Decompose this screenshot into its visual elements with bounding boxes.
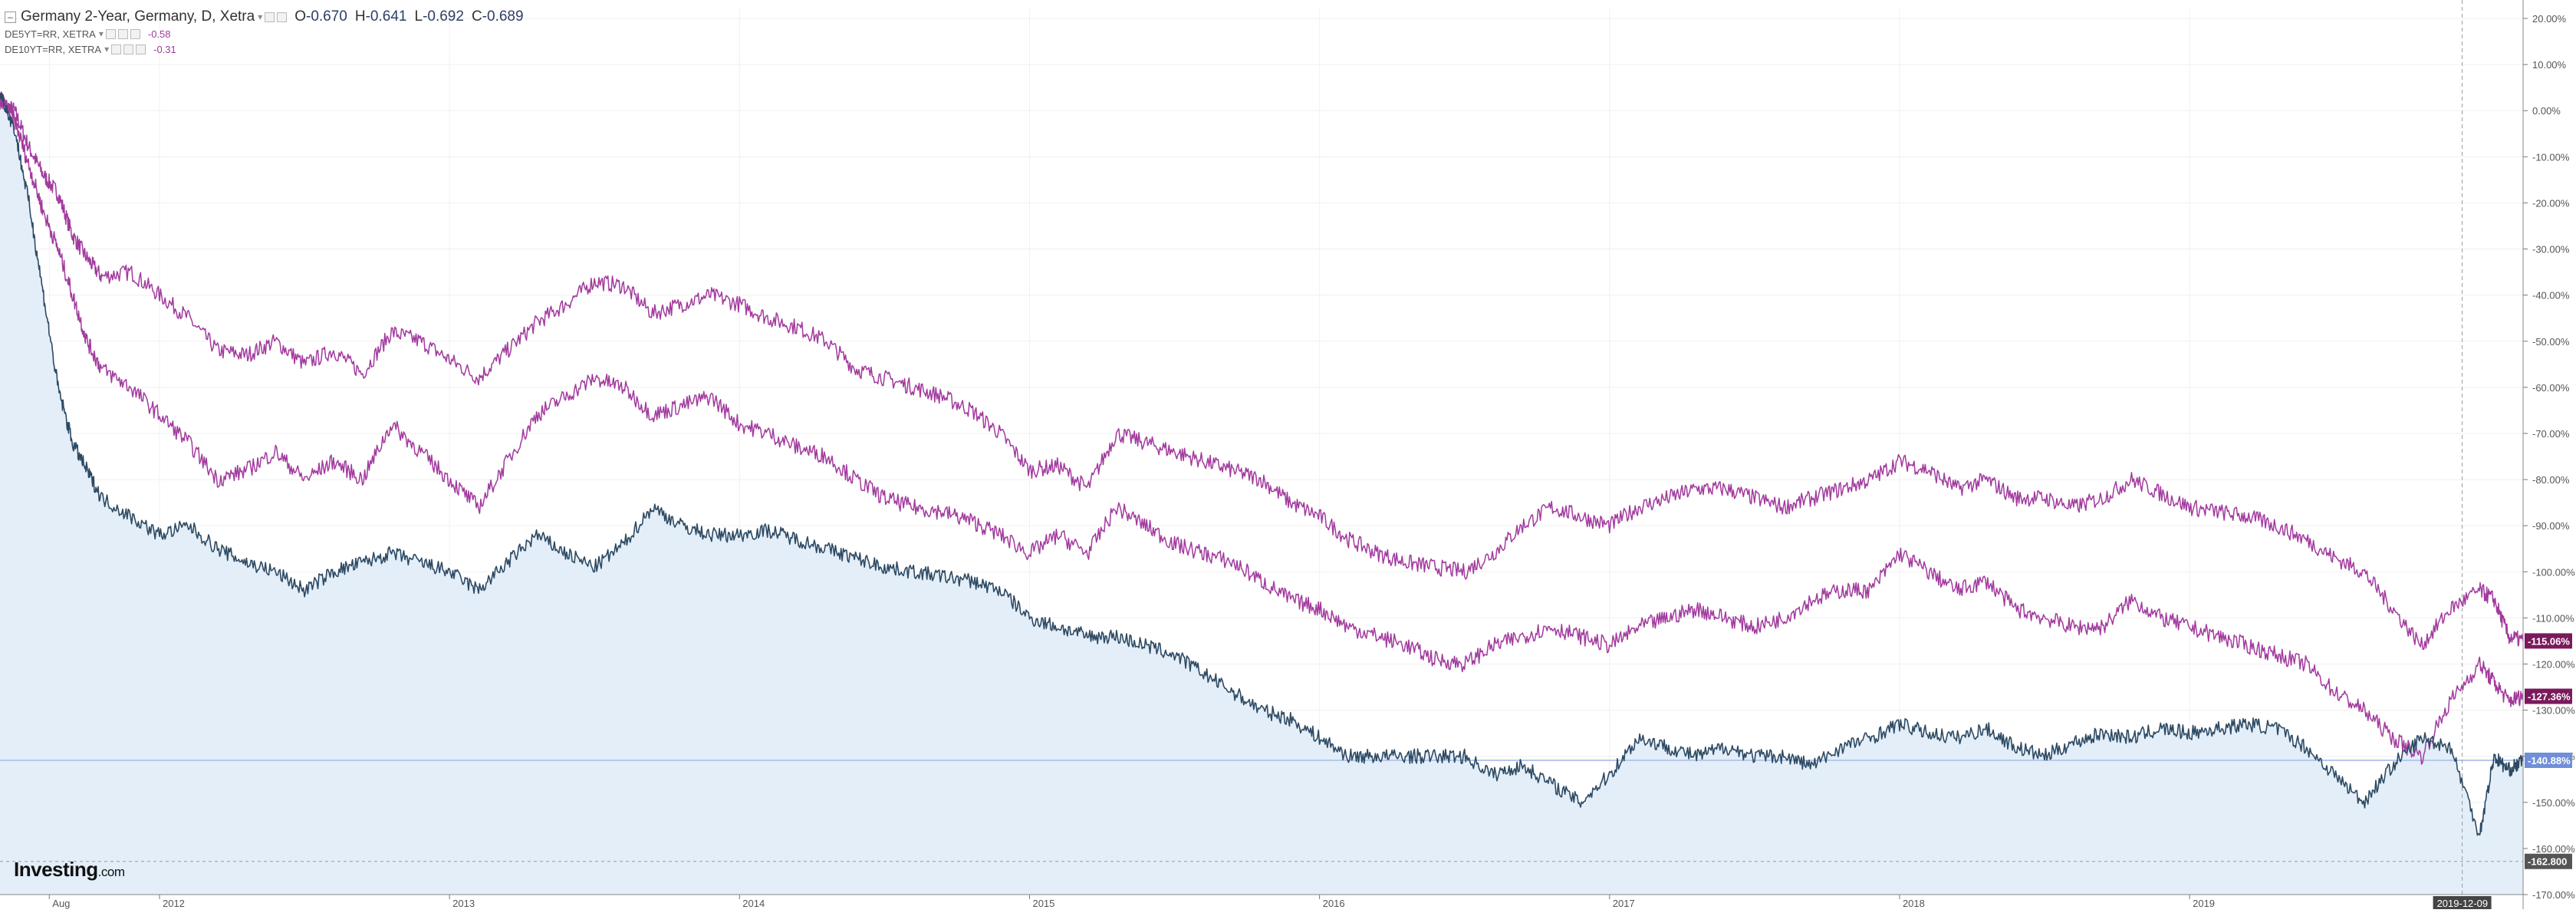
logo-suffix: .com (97, 865, 125, 879)
overlay-name[interactable]: DE5YT=RR, XETRA (5, 28, 96, 40)
chevron-down-icon[interactable]: ▾ (258, 12, 263, 22)
hide-box-icon[interactable] (123, 44, 134, 54)
y-tick-label: -10.00% (2532, 151, 2570, 163)
crosshair-date-tag: 2019-12-09 (2437, 898, 2489, 909)
y-tick-label: -30.00% (2532, 244, 2570, 255)
low-level-tag: -162.800 (2528, 856, 2567, 868)
ohlc-high-label: H (354, 8, 366, 25)
ohlc-open-label: O (294, 8, 306, 25)
x-tick-label: 2016 (1323, 898, 1345, 909)
x-tick-label: 2015 (1032, 898, 1054, 909)
ohlc-close-label: C (471, 8, 482, 25)
chevron-down-icon[interactable]: ▾ (98, 28, 104, 39)
current-level-tag: -140.88% (2528, 755, 2571, 766)
overlay-name[interactable]: DE10YT=RR, XETRA (5, 43, 102, 55)
ohlc-close-value: -0.689 (482, 8, 524, 25)
x-tick-label: 2012 (163, 898, 185, 909)
y-tick-label: -130.00% (2532, 705, 2575, 717)
ohlc-open-value: -0.670 (306, 8, 347, 25)
x-tick-label: 2013 (452, 898, 475, 909)
x-tick-label: 2017 (1613, 898, 1635, 909)
y-tick-label: -110.00% (2532, 612, 2574, 624)
x-tick-label: 2019 (2193, 898, 2215, 909)
chart-legend: – Germany 2-Year, Germany, D, Xetra ▾ O … (5, 8, 524, 57)
y-tick-label: -60.00% (2532, 382, 2570, 394)
remove-box-icon[interactable] (130, 28, 140, 39)
y-tick-label: -20.00% (2532, 197, 2570, 209)
series-layer (0, 91, 2524, 836)
logo-brand: Investing (14, 858, 98, 881)
series-end-tag: -115.06% (2528, 635, 2570, 647)
y-tick-label: 0.00% (2532, 105, 2561, 117)
y-tick-label: -70.00% (2532, 428, 2570, 440)
investing-logo: Investing.com (14, 858, 125, 882)
series-line (0, 92, 2524, 836)
y-tick-label: -40.00% (2532, 290, 2570, 302)
hide-box-icon[interactable] (277, 12, 288, 22)
series-area-fill (0, 93, 2523, 895)
crosshair-date-bg (2433, 896, 2492, 910)
y-tick-label: -170.00% (2532, 889, 2575, 901)
ohlc-low-value: -0.692 (423, 8, 464, 25)
legend-main-row: – Germany 2-Year, Germany, D, Xetra ▾ O … (5, 8, 524, 26)
x-tick-label: Aug (52, 898, 70, 909)
series-end-tag-bg (2525, 688, 2572, 704)
settings-box-icon[interactable] (265, 12, 275, 22)
y-tick-label: -120.00% (2532, 658, 2575, 670)
series-end-tag-bg (2525, 633, 2572, 649)
ohlc-high-value: -0.641 (365, 8, 407, 25)
collapse-icon[interactable]: – (5, 11, 16, 23)
y-tick-label: 20.00% (2532, 13, 2567, 25)
overlay-value: -0.31 (153, 43, 176, 55)
y-tick-label: -90.00% (2532, 520, 2570, 532)
area-layer (0, 93, 2523, 895)
y-tick-label: -160.00% (2532, 843, 2575, 855)
settings-box-icon[interactable] (111, 44, 122, 54)
price-tags: -115.06% -127.36% -140.88% -162.800 2019-12-… (2433, 633, 2572, 910)
series-end-tag: -127.36% (2528, 691, 2571, 703)
overlay-value: -0.58 (147, 28, 171, 40)
y-tick-label: -80.00% (2532, 474, 2570, 486)
series-line (0, 94, 2524, 651)
chevron-down-icon[interactable]: ▾ (104, 44, 110, 54)
low-level-tag-bg (2525, 853, 2572, 869)
y-tick-label: -50.00% (2532, 336, 2570, 348)
y-tick-label: 10.00% (2532, 59, 2567, 71)
instrument-title[interactable]: Germany 2-Year, Germany, D, Xetra (21, 8, 255, 25)
x-tick-label: 2018 (1903, 898, 1925, 909)
settings-box-icon[interactable] (105, 28, 116, 39)
hide-box-icon[interactable] (117, 28, 128, 39)
legend-overlay-row: DE5YT=RR, XETRA ▾ -0.58 (5, 26, 524, 41)
ohlc-low-label: L (414, 8, 423, 25)
current-level-tag-bg (2525, 752, 2572, 768)
remove-box-icon[interactable] (136, 44, 146, 54)
x-tick-label: 2014 (742, 898, 765, 909)
y-tick-label: -100.00% (2532, 566, 2575, 578)
reference-lines (0, 0, 2523, 895)
y-tick-label: -150.00% (2532, 797, 2575, 809)
series-line (0, 91, 2524, 765)
legend-overlay-row: DE10YT=RR, XETRA ▾ -0.31 (5, 41, 524, 57)
